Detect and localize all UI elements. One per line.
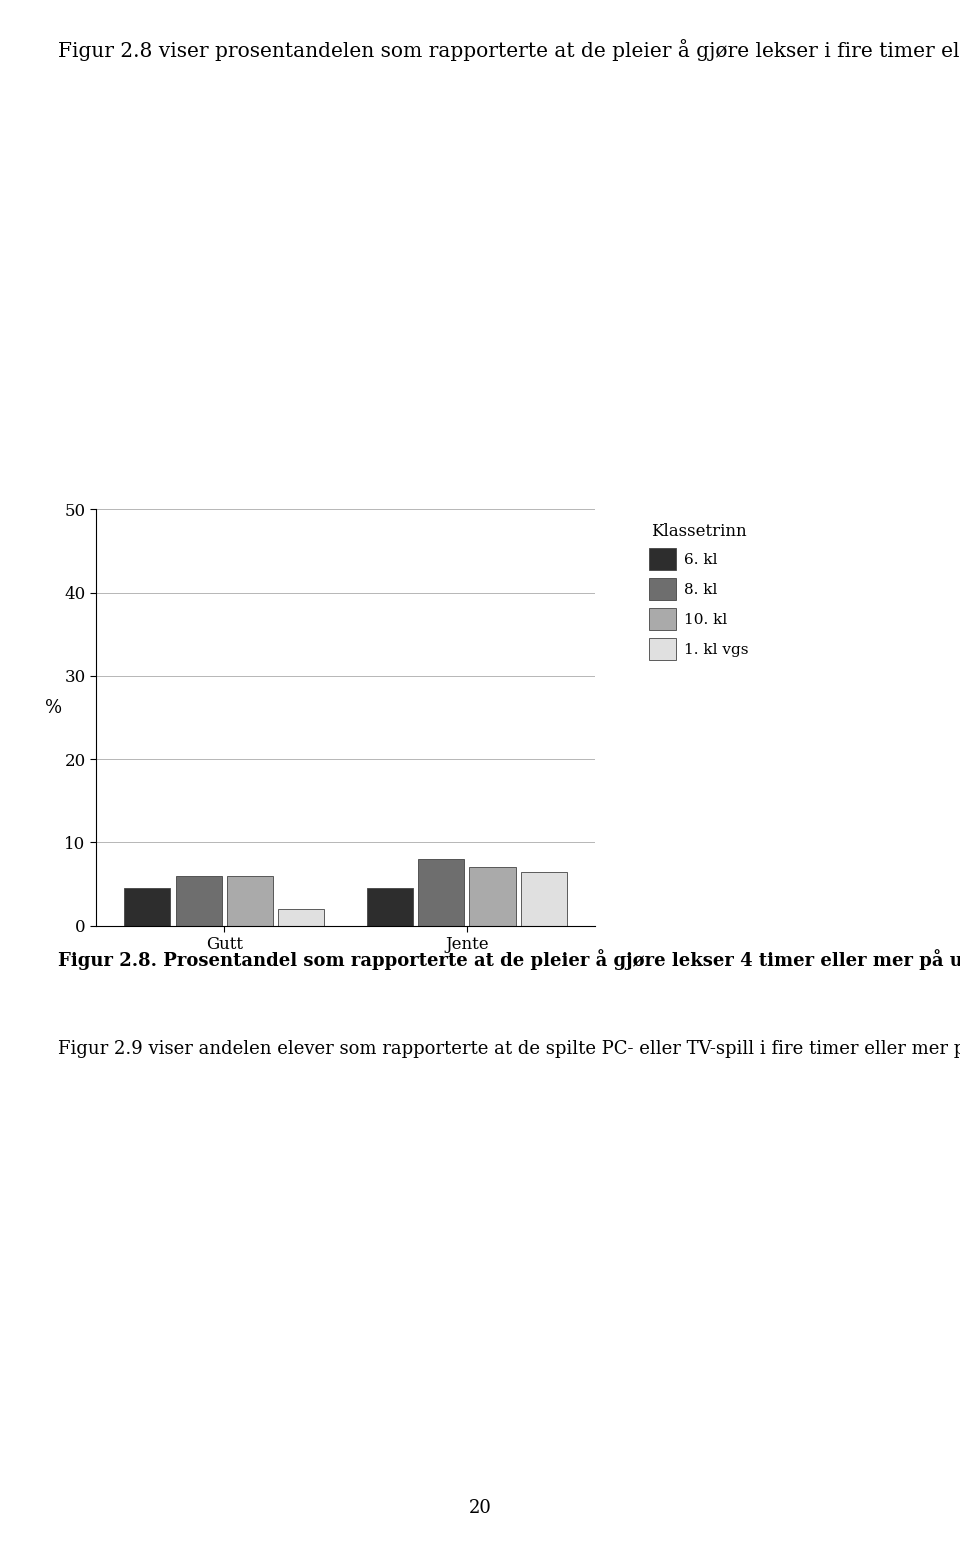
Bar — [176, 876, 222, 926]
Text: Figur 2.8. Prosentandel som rapporterte at de pleier å gjøre lekser 4 timer elle: Figur 2.8. Prosentandel som rapporterte … — [58, 949, 960, 971]
Text: Figur 2.8 viser prosentandelen som rapporterte at de pleier å gjøre lekser i fir: Figur 2.8 viser prosentandelen som rappo… — [58, 39, 960, 60]
Bar — [520, 872, 567, 926]
Text: 20: 20 — [468, 1498, 492, 1517]
Bar — [469, 867, 516, 926]
Bar — [227, 876, 274, 926]
Y-axis label: %: % — [45, 699, 61, 717]
Bar — [367, 889, 413, 926]
Legend: 6. kl, 8. kl, 10. kl, 1. kl vgs: 6. kl, 8. kl, 10. kl, 1. kl vgs — [643, 517, 755, 667]
Bar — [418, 859, 465, 926]
Bar — [278, 909, 324, 926]
Text: Figur 2.9 viser andelen elever som rapporterte at de spilte PC- eller TV-spill i: Figur 2.9 viser andelen elever som rappo… — [58, 1037, 960, 1058]
Bar — [124, 889, 171, 926]
